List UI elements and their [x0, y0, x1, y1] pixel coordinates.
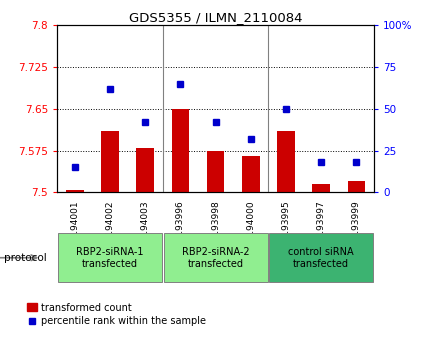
Bar: [277, 131, 295, 192]
Text: control siRNA
transfected: control siRNA transfected: [288, 247, 354, 269]
Bar: [101, 131, 119, 192]
Bar: [242, 156, 260, 192]
Bar: [66, 189, 84, 192]
Bar: [136, 148, 154, 192]
Bar: [172, 109, 189, 192]
Bar: [207, 151, 224, 192]
Text: protocol: protocol: [4, 253, 47, 263]
Text: RBP2-siRNA-2
transfected: RBP2-siRNA-2 transfected: [182, 247, 249, 269]
Text: RBP2-siRNA-1
transfected: RBP2-siRNA-1 transfected: [76, 247, 144, 269]
Bar: [269, 233, 373, 282]
Bar: [348, 181, 365, 192]
Legend: transformed count, percentile rank within the sample: transformed count, percentile rank withi…: [27, 302, 206, 326]
Bar: [312, 184, 330, 192]
Bar: [58, 233, 162, 282]
Title: GDS5355 / ILMN_2110084: GDS5355 / ILMN_2110084: [129, 11, 302, 24]
Bar: [164, 233, 268, 282]
